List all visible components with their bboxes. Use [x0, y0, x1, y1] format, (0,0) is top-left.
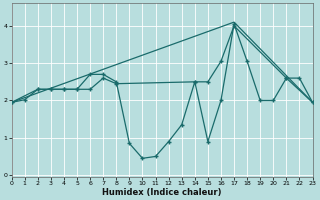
X-axis label: Humidex (Indice chaleur): Humidex (Indice chaleur) — [102, 188, 222, 197]
